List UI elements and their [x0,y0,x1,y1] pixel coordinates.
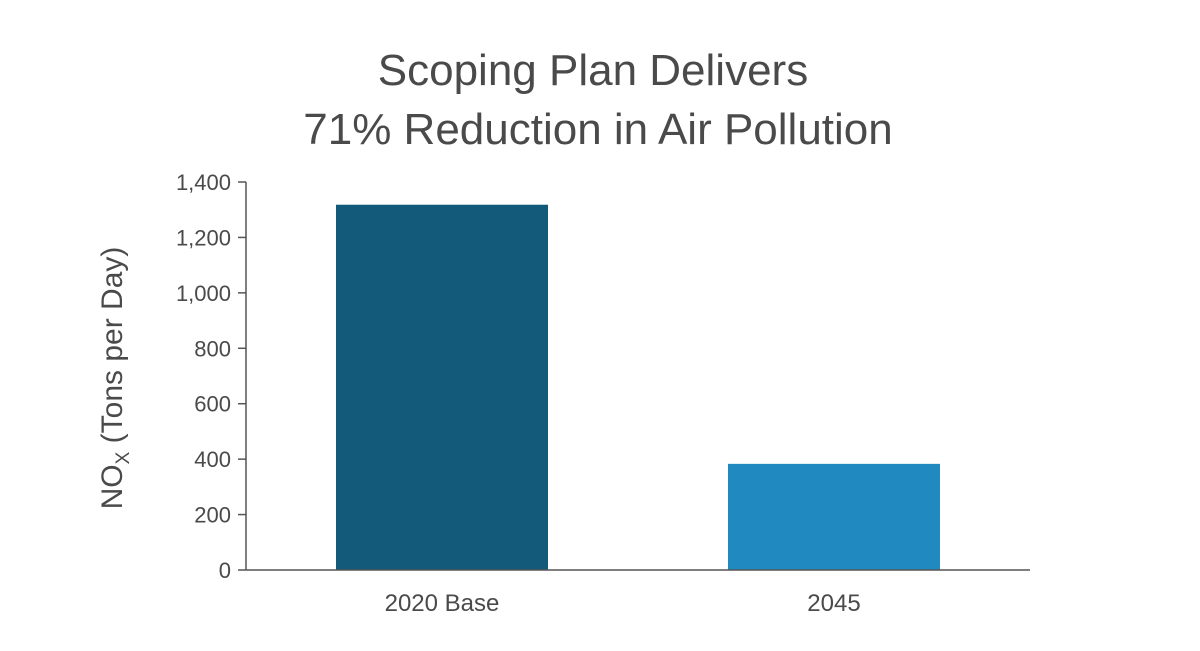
y-axis-label: NOX (Tons per Day) [96,247,134,510]
y-axis-ticks: 0 200 400 600 800 1,000 1,200 1,400 [176,170,246,583]
bars [336,204,940,570]
y-tick-label: 0 [219,558,231,583]
bar-2020-base [336,204,548,570]
y-tick-label: 600 [194,392,231,417]
y-tick-label: 1,000 [176,281,231,306]
x-axis-labels: 2020 Base 2045 [385,590,861,617]
y-tick-label: 1,200 [176,225,231,250]
y-axis-label-rest: (Tons per Day) [96,247,129,452]
chart-title: Scoping Plan Delivers 71% Reduction in A… [303,46,892,154]
y-tick-label: 1,400 [176,170,231,195]
y-tick-label: 400 [194,447,231,472]
bar-2045 [728,463,940,570]
x-category-label: 2020 Base [385,590,500,617]
y-tick-label: 800 [194,336,231,361]
x-category-label: 2045 [807,590,860,617]
y-axis-label-subscript: X [113,451,134,464]
y-axis-label-main: NO [96,464,129,509]
chart-title-line-1: Scoping Plan Delivers [378,46,808,95]
y-tick-label: 200 [194,503,231,528]
chart-title-line-2: 71% Reduction in Air Pollution [303,105,892,154]
